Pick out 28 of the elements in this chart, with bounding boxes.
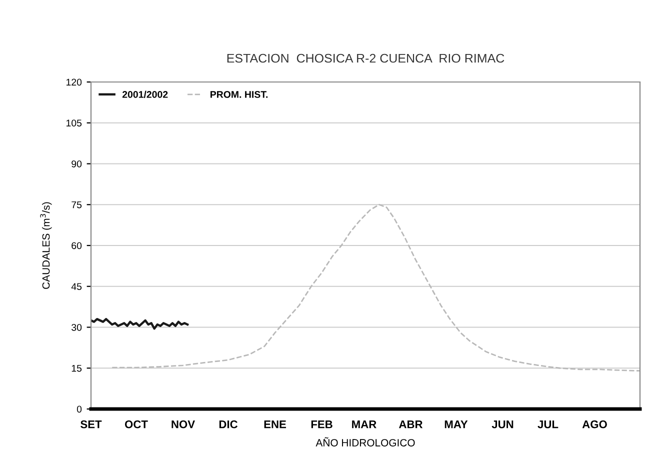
x-tick-label: ABR <box>398 420 423 428</box>
line-series <box>111 204 640 372</box>
chart-title: ESTACION CHOSICA R-2 CUENCA RIO RIMAC <box>227 54 504 63</box>
x-tick-label: OCT <box>124 420 148 428</box>
x-tick-label: NOV <box>172 420 195 428</box>
y-tick-label: 0 <box>76 406 82 413</box>
y-tick-label: 105 <box>66 120 82 126</box>
y-tick-label: 90 <box>72 160 82 168</box>
y-axis-title: CAUDALES (m$^{3}$/s) <box>40 202 52 289</box>
x-tick-label: MAY <box>444 420 468 428</box>
legend-label: PROM. HIST. <box>210 91 268 98</box>
line-series <box>91 318 189 330</box>
y-tick-label: 15 <box>72 364 82 372</box>
x-tick-label: AGO <box>582 420 607 428</box>
x-axis-title: AÑO HIDROLOGICO <box>316 437 415 446</box>
y-tick-label: 120 <box>66 78 82 86</box>
x-tick-label: DIC <box>219 420 238 428</box>
legend-label: 2001/2002 <box>122 90 168 98</box>
x-tick-label: SET <box>80 420 102 428</box>
y-tick-label: 75 <box>72 201 82 208</box>
y-tick-label: 45 <box>71 283 82 290</box>
x-tick-label: ENE <box>264 420 286 428</box>
y-tick-label: 60 <box>72 242 82 250</box>
x-tick-label: FEB <box>311 420 332 428</box>
x-tick-label: MAR <box>352 420 376 428</box>
y-tick-label: 30 <box>72 324 82 331</box>
x-tick-label: JUN <box>492 420 514 428</box>
x-tick-label: JUL <box>538 420 558 428</box>
